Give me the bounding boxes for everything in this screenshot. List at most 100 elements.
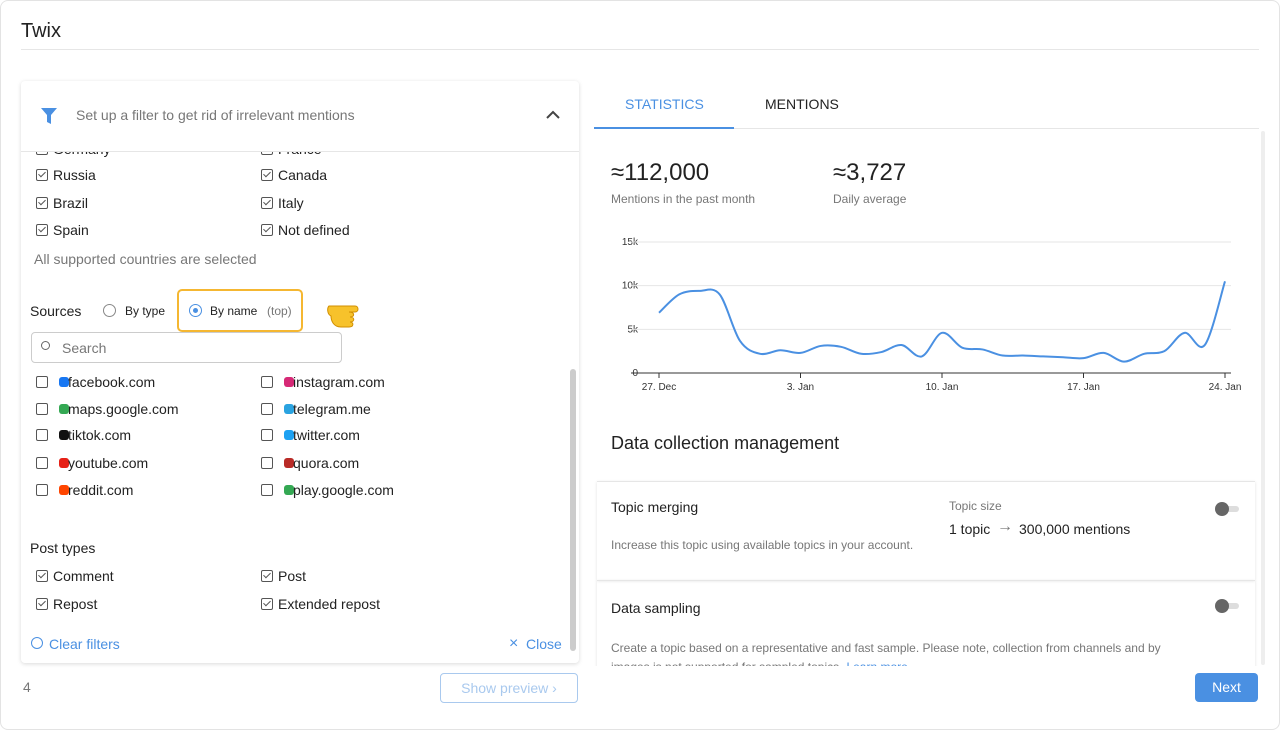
source-label: twitter.com	[293, 426, 360, 444]
checkbox[interactable]	[261, 598, 273, 610]
checkbox[interactable]	[36, 152, 48, 155]
source-label: instagram.com	[293, 373, 385, 391]
search-icon	[41, 341, 50, 350]
line-chart: 05k10k15k27. Dec3. Jan10. Jan17. Jan24. …	[594, 130, 1262, 410]
post-type-label: Repost	[53, 595, 97, 613]
source-label: maps.google.com	[68, 400, 179, 418]
checkbox[interactable]	[261, 457, 273, 469]
scrollbar	[1261, 131, 1265, 665]
page-title: Twix	[21, 20, 61, 43]
divider	[21, 49, 1259, 50]
filter-icon	[40, 107, 58, 125]
x-tick-label: 24. Jan	[1209, 382, 1242, 393]
checkbox[interactable]	[261, 152, 273, 155]
x-tick-label: 27. Dec	[642, 382, 676, 393]
checkbox[interactable]	[36, 197, 48, 209]
button-label: Show preview	[461, 680, 548, 696]
post-type-label: Post	[278, 567, 306, 585]
countries-note: All supported countries are selected	[34, 250, 257, 268]
data-line	[659, 281, 1225, 361]
tab-statistics[interactable]: STATISTICS	[625, 95, 704, 113]
search-box[interactable]: Search	[31, 332, 342, 363]
source-label: quora.com	[293, 454, 359, 472]
checkbox[interactable]	[261, 169, 273, 181]
topic-merging-card: Topic merging Increase this topic using a…	[597, 481, 1255, 580]
card-description: Increase this topic using available topi…	[611, 538, 913, 552]
country-label: Canada	[278, 166, 327, 184]
x-tick-label: 17. Jan	[1067, 382, 1100, 393]
checkbox[interactable]	[36, 224, 48, 236]
collapse-button[interactable]	[545, 109, 561, 121]
by-type-label: By type	[125, 304, 165, 318]
checkbox[interactable]	[36, 457, 48, 469]
divider	[734, 128, 1259, 129]
toggle[interactable]	[1215, 599, 1239, 613]
close-link[interactable]: Close	[526, 635, 562, 653]
data-sampling-card: Data sampling Create a topic based on a r…	[597, 580, 1255, 666]
statistics-panel: ≈112,000Mentions in the past month≈3,727…	[594, 130, 1262, 666]
source-label: reddit.com	[68, 481, 133, 499]
checkbox[interactable]	[36, 403, 48, 415]
y-tick-label: 10k	[622, 281, 639, 292]
filter-heading: Set up a filter to get rid of irrelevant…	[76, 106, 355, 124]
clear-filters-link[interactable]: Clear filters	[49, 635, 120, 653]
checkbox[interactable]	[261, 197, 273, 209]
filter-body: Germany France Russia Canada Brazil Italy Spai…	[21, 152, 579, 663]
checkbox[interactable]	[261, 429, 273, 441]
next-button[interactable]: Next	[1195, 673, 1258, 702]
learn-more-link[interactable]: Learn more	[846, 660, 907, 666]
country-label: Spain	[53, 221, 89, 239]
show-preview-button[interactable]: Show preview ›	[440, 673, 578, 703]
source-label: youtube.com	[68, 454, 148, 472]
country-label: Brazil	[53, 194, 88, 212]
topic-size-to: 300,000 mentions	[1019, 520, 1130, 538]
country-label: France	[278, 152, 322, 158]
source-label: tiktok.com	[68, 426, 131, 444]
country-label: Germany	[53, 152, 111, 158]
sources-label: Sources	[30, 302, 81, 320]
by-name-label: By name	[210, 304, 257, 318]
checkbox[interactable]	[36, 429, 48, 441]
country-label: Italy	[278, 194, 304, 212]
checkbox[interactable]	[36, 376, 48, 388]
radio[interactable]	[189, 304, 202, 317]
card-description: Create a topic based on a representative…	[611, 639, 1201, 666]
section-title: Data collection management	[611, 433, 839, 454]
step-number: 4	[23, 678, 31, 696]
card-title: Data sampling	[611, 599, 701, 617]
x-tick-label: 10. Jan	[926, 382, 959, 393]
x-tick-label: 3. Jan	[787, 382, 814, 393]
pointing-hand	[327, 296, 379, 326]
post-type-label: Extended repost	[278, 595, 380, 613]
arrow-icon: →	[997, 518, 1013, 536]
post-type-label: Comment	[53, 567, 114, 585]
close-icon: ×	[509, 635, 518, 653]
checkbox[interactable]	[261, 224, 273, 236]
topic-size-label: Topic size	[949, 499, 1002, 513]
source-label: play.google.com	[293, 481, 394, 499]
checkbox[interactable]	[36, 570, 48, 582]
tab-indicator	[594, 127, 734, 129]
checkbox[interactable]	[261, 484, 273, 496]
topic-size-from: 1 topic	[949, 520, 990, 538]
country-label: Not defined	[278, 221, 350, 239]
checkbox[interactable]	[36, 598, 48, 610]
country-label: Russia	[53, 166, 96, 184]
card-title: Topic merging	[611, 498, 698, 516]
toggle[interactable]	[1215, 502, 1239, 516]
source-label: facebook.com	[68, 373, 155, 391]
post-types-label: Post types	[30, 539, 95, 557]
source-label: telegram.me	[293, 400, 371, 418]
checkbox[interactable]	[261, 570, 273, 582]
scrollbar	[570, 369, 576, 651]
checkbox[interactable]	[36, 484, 48, 496]
clear-icon	[31, 637, 43, 649]
by-name-hint: (top)	[267, 304, 292, 318]
tab-mentions[interactable]: MENTIONS	[765, 95, 839, 113]
checkbox[interactable]	[261, 376, 273, 388]
checkbox[interactable]	[261, 403, 273, 415]
radio[interactable]	[103, 304, 116, 317]
search-placeholder: Search	[62, 339, 106, 357]
checkbox[interactable]	[36, 169, 48, 181]
